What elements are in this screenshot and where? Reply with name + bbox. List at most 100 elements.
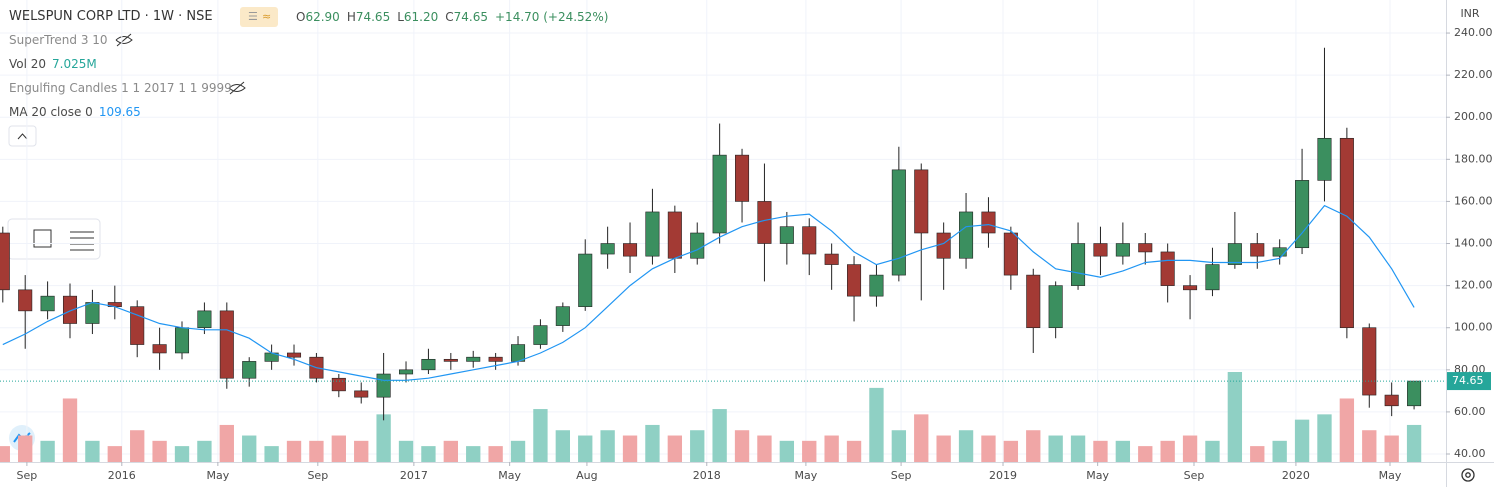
ohlc-key: L [397,10,404,24]
badge-icon: ≈ [262,10,271,23]
candle-body [869,274,884,297]
candle-body [757,201,772,244]
volume-bar [1384,435,1399,462]
candle-body [891,169,906,276]
candle-body [914,169,929,234]
currency-label: INR [1460,7,1479,20]
volume-bar [622,435,638,462]
indicator: Vol 20 7.025M [9,57,103,71]
indicator-value: 7.025M [52,57,97,71]
chart-title: WELSPUN CORP LTD · 1W · NSE [9,9,213,24]
volume-bar [1003,440,1019,462]
candle-body [779,226,794,244]
volume-bar [1026,430,1041,462]
candle-body [399,369,414,375]
candle-body [555,306,570,326]
candle-body [735,154,750,202]
hidden-eye[interactable] [115,33,133,47]
volume-bar [1138,446,1153,462]
candle-body [1160,251,1175,286]
candle-body [600,243,615,255]
volume-bar [510,440,526,462]
y-tick-label: 180.00 [1454,152,1493,165]
plot [0,0,1446,462]
volume-bar [1115,440,1131,462]
eye-icons [115,33,246,95]
volume-bar [1160,440,1175,462]
candle-body [578,253,593,307]
x-tick-label: May [498,469,521,482]
volume-bar [376,414,391,462]
volume-bar [1317,414,1332,462]
volume-bar [421,446,436,462]
candle-body [1138,243,1153,253]
candle-body [219,310,234,379]
settings-icon[interactable] [1461,468,1475,482]
x-tick-label: 2019 [989,469,1017,482]
volume-bar [846,440,862,462]
indicator: SuperTrend 3 10 [9,33,114,47]
volume-bar [331,435,346,462]
x-tick-label: 2020 [1282,469,1310,482]
volume-bar [174,446,190,462]
candle-body [197,310,212,329]
volume-bar [712,409,727,462]
y-tick-label: 240.00 [1454,26,1493,39]
candle-body [1250,243,1265,257]
volume-bar [1272,440,1287,462]
candle-body [1026,274,1041,329]
candle-body [331,377,346,392]
volume-bar [1048,435,1063,462]
candle-body [174,327,190,354]
candle-body [667,211,682,259]
indicator-value: 109.65 [98,105,141,119]
ohlc-value: 62.90 [305,10,340,24]
volume-bar [690,430,705,462]
ohlc-value: 74.65 [453,10,488,24]
ohlc-legend: O62.90 H74.65 L61.20 C74.65 +14.70 (+24.52%) [296,10,608,24]
volume-bar [18,435,33,462]
volume-bar [600,430,615,462]
lines-tool[interactable] [70,231,94,251]
volume-bar [958,430,974,462]
x-tick-label: Sep [1184,469,1205,482]
volume-bar [757,435,772,462]
volume-bar [443,440,458,462]
candle-body [511,344,526,362]
candle-body [1227,243,1242,265]
candle-body [130,306,145,345]
candle-body [85,302,100,324]
volume-bar [85,440,100,462]
candle-body [1339,137,1354,329]
volume-bar [354,440,369,462]
candle-body [1183,285,1198,291]
symbol-badge[interactable] [240,7,278,27]
rect-tool[interactable] [33,229,52,248]
volume-bar [869,387,884,462]
volume-bar [0,446,10,462]
candle-body [242,361,257,379]
volume-bar [779,440,795,462]
indicator-name: Vol 20 [9,57,47,71]
y-tick-label: 200.00 [1454,110,1493,123]
hidden-eye[interactable] [228,81,246,95]
collapse-button[interactable] [8,125,37,147]
candle-body [376,373,391,398]
volume-bar [62,398,78,462]
volume-bar [152,440,167,462]
candle-body [62,295,78,324]
y-tick-label: 60.00 [1454,405,1486,418]
candle-body [1384,394,1399,407]
volume-bar [578,435,593,462]
indicator-name: SuperTrend 3 10 [9,33,108,47]
volume-bar [891,430,907,462]
volume-bar [1227,372,1243,462]
candle-body [824,253,839,265]
header-icons: ☰ ≈ [240,7,278,27]
candle-body [936,232,951,259]
candle-body [354,390,369,398]
gear [1461,468,1475,482]
volume-bar [914,414,929,462]
y-tick-label: 100.00 [1454,321,1493,334]
indicator-name: MA 20 close 0 [9,105,93,119]
